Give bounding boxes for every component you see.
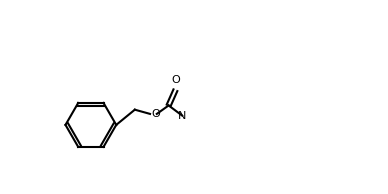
Text: O: O <box>171 75 180 85</box>
Text: O: O <box>152 109 161 119</box>
Text: N: N <box>178 111 186 121</box>
